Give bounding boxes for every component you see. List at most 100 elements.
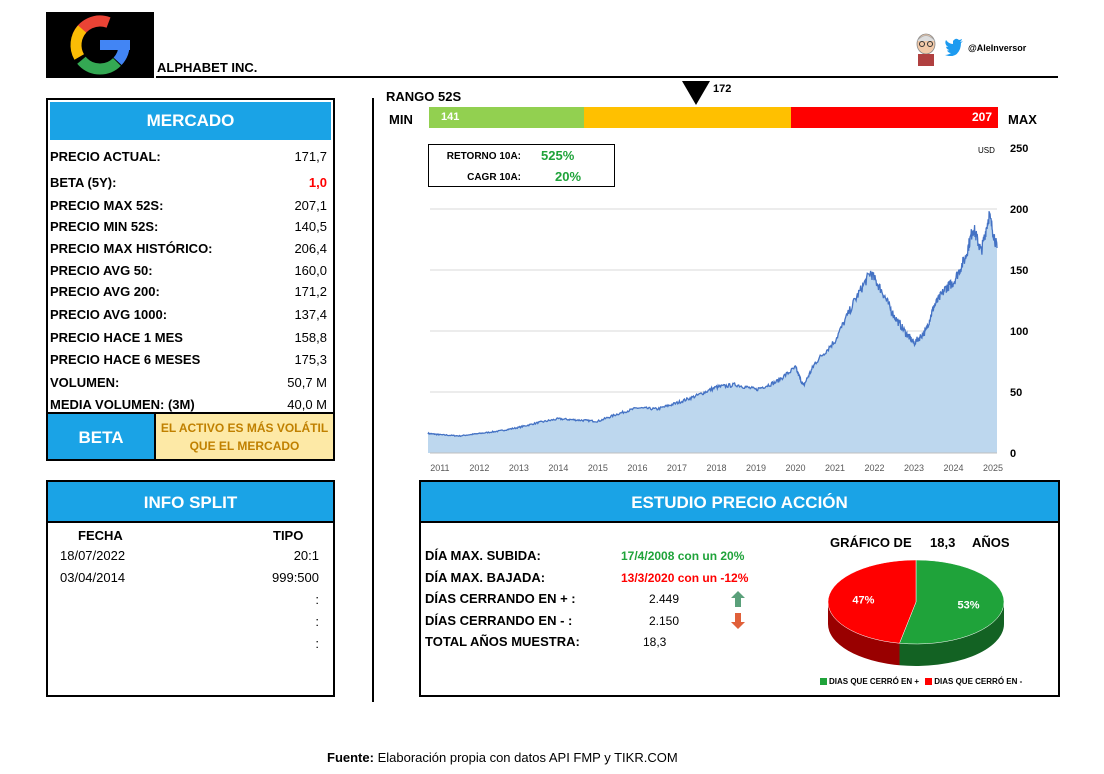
- split-col-fecha: FECHA: [78, 528, 123, 543]
- estudio-row-label: TOTAL AÑOS MUESTRA:: [425, 634, 580, 649]
- twitter-handle[interactable]: @AleInversor: [968, 43, 1027, 53]
- range-segment-high: [791, 107, 998, 128]
- range-max-label: MAX: [1008, 112, 1037, 127]
- mercado-row: PRECIO AVG 1000: 137,4: [50, 304, 331, 326]
- current-price-value: 172: [713, 83, 732, 95]
- split-fecha: 18/07/2022: [60, 548, 126, 563]
- grafico-unit: AÑOS: [972, 535, 1010, 550]
- mercado-row-value: 171,2: [294, 284, 327, 299]
- retorno-box: RETORNO 10A: 525% CAGR 10A: 20%: [428, 144, 615, 187]
- mercado-panel: MERCADO PRECIO ACTUAL: 171,7 BETA (5Y): 1,0…: [46, 98, 335, 461]
- legend-label-neg: DIAS QUE CERRÓ EN -: [934, 677, 1023, 686]
- estudio-row-label: DÍAS CERRANDO EN + :: [425, 591, 576, 606]
- range-min-value: 141: [441, 111, 460, 123]
- mercado-row: PRECIO ACTUAL: 171,7: [50, 146, 331, 168]
- retorno-label: RETORNO 10A:: [446, 151, 521, 162]
- mercado-row-label: VOLUMEN:: [50, 375, 120, 390]
- price-area: [428, 211, 997, 453]
- mercado-row-value: 160,0: [294, 263, 327, 278]
- mercado-row: PRECIO MAX HISTÓRICO: 206,4: [50, 238, 331, 260]
- x-tick-label: 2021: [825, 463, 845, 473]
- split-tipo: :: [315, 636, 319, 651]
- split-panel: INFO SPLIT FECHA TIPO 18/07/2022 20:1 03/0…: [46, 480, 335, 697]
- mercado-row-value: 171,7: [294, 149, 327, 164]
- estudio-row-value: 18,3: [643, 635, 667, 649]
- y-tick-label: 200: [1010, 204, 1028, 216]
- x-tick-label: 2019: [746, 463, 766, 473]
- mercado-row-value: 1,0: [308, 175, 327, 190]
- mercado-row-value: 50,7 M: [287, 375, 327, 390]
- estudio-row-value: 13/3/2020 con un -12%: [621, 570, 749, 585]
- mercado-row-label: PRECIO ACTUAL:: [50, 149, 161, 164]
- mercado-row-label: PRECIO HACE 1 MES: [50, 330, 183, 345]
- x-tick-label: 2011: [430, 463, 449, 473]
- mercado-row-label: PRECIO HACE 6 MESES: [50, 352, 201, 367]
- y-tick-label: 150: [1010, 265, 1028, 277]
- x-tick-label: 2012: [469, 463, 489, 473]
- mercado-row-label: BETA (5Y):: [50, 175, 117, 190]
- range-title: RANGO 52S: [386, 89, 462, 104]
- mercado-row-label: MEDIA VOLUMEN: (3M): [50, 397, 195, 412]
- mercado-row-value: 140,5: [294, 219, 327, 234]
- cagr-value: 20%: [555, 169, 582, 184]
- pie-slice-label: 53%: [958, 599, 980, 611]
- mercado-row-value: 207,1: [294, 198, 327, 213]
- mercado-row-value: 137,4: [294, 307, 327, 322]
- pie-legend: DIAS QUE CERRÓ EN + DIAS QUE CERRÓ EN -: [820, 677, 1022, 686]
- split-title: INFO SPLIT: [48, 482, 333, 523]
- price-chart: 0 50 100 150 200 250 USD 2011 2012 2013 2014 2015 20…: [427, 143, 1028, 473]
- pie-slice-label: 47%: [852, 595, 874, 607]
- twitter-icon[interactable]: [944, 38, 964, 57]
- pie-slice: [827, 559, 917, 644]
- footer-source-text: Elaboración propia con datos API FMP y T…: [373, 750, 678, 765]
- cagr-label: CAGR 10A:: [467, 172, 521, 183]
- mercado-row: BETA (5Y): 1,0: [50, 172, 331, 194]
- mercado-row: PRECIO HACE 1 MES 158,8: [50, 327, 331, 349]
- x-tick-label: 2023: [904, 463, 924, 473]
- mercado-row-label: PRECIO MAX HISTÓRICO:: [50, 241, 213, 256]
- x-tick-label: 2013: [509, 463, 529, 473]
- x-tick-label: 2014: [548, 463, 568, 473]
- mercado-row-value: 206,4: [294, 241, 327, 256]
- arrow-up-icon: [731, 591, 745, 607]
- y-tick-label: 50: [1010, 387, 1022, 399]
- estudio-row-value: 2.150: [649, 613, 680, 628]
- estudio-row-value: 2.449: [649, 592, 680, 606]
- vertical-divider: [372, 98, 374, 702]
- x-tick-label: 2015: [588, 463, 608, 473]
- mercado-row-value: 158,8: [294, 330, 327, 345]
- estudio-row-label: DÍA MAX. SUBIDA:: [425, 548, 541, 563]
- header-divider: [156, 76, 1058, 78]
- estudio-panel: ESTUDIO PRECIO ACCIÓN DÍA MAX. SUBIDA: 17…: [419, 480, 1060, 697]
- mercado-row-label: PRECIO MAX 52S:: [50, 198, 164, 213]
- google-g-icon: [70, 15, 130, 75]
- estudio-row-value: 17/4/2008 con un 20%: [621, 549, 745, 563]
- x-tick-label: 2016: [627, 463, 647, 473]
- unit-label: USD: [978, 146, 995, 155]
- x-tick-label: 2025: [983, 463, 1003, 473]
- mercado-row: PRECIO MIN 52S: 140,5: [50, 216, 331, 238]
- mercado-row-label: PRECIO AVG 1000:: [50, 307, 168, 322]
- avatar: [912, 32, 940, 66]
- mercado-row: PRECIO AVG 50: 160,0: [50, 260, 331, 282]
- footer-source: Fuente: Elaboración propia con datos API…: [327, 750, 678, 765]
- legend-label-pos: DIAS QUE CERRÓ EN +: [829, 677, 920, 686]
- range-min-label: MIN: [389, 112, 413, 127]
- range-max-value: 207: [971, 110, 992, 124]
- mercado-row-label: PRECIO AVG 200:: [50, 284, 160, 299]
- arrow-down-icon: [731, 613, 745, 629]
- estudio-row-label: DÍAS CERRANDO EN - :: [425, 612, 573, 628]
- split-fecha: 03/04/2014: [60, 570, 126, 585]
- y-tick-label: 100: [1010, 326, 1028, 338]
- google-logo: [46, 12, 154, 78]
- mercado-title: MERCADO: [50, 102, 331, 140]
- range-segment-mid: [584, 107, 792, 128]
- range-bar: 141 207: [429, 107, 998, 128]
- legend-swatch-pos: [820, 678, 827, 685]
- price-line: [427, 211, 998, 438]
- mercado-row: VOLUMEN: 50,7 M: [50, 372, 331, 394]
- grafico-label: GRÁFICO DE: [830, 535, 912, 550]
- x-tick-label: 2017: [667, 463, 687, 473]
- beta-note-line1: EL ACTIVO ES MÁS VOLÁTIL: [160, 421, 329, 435]
- mercado-row: PRECIO MAX 52S: 207,1: [50, 195, 331, 217]
